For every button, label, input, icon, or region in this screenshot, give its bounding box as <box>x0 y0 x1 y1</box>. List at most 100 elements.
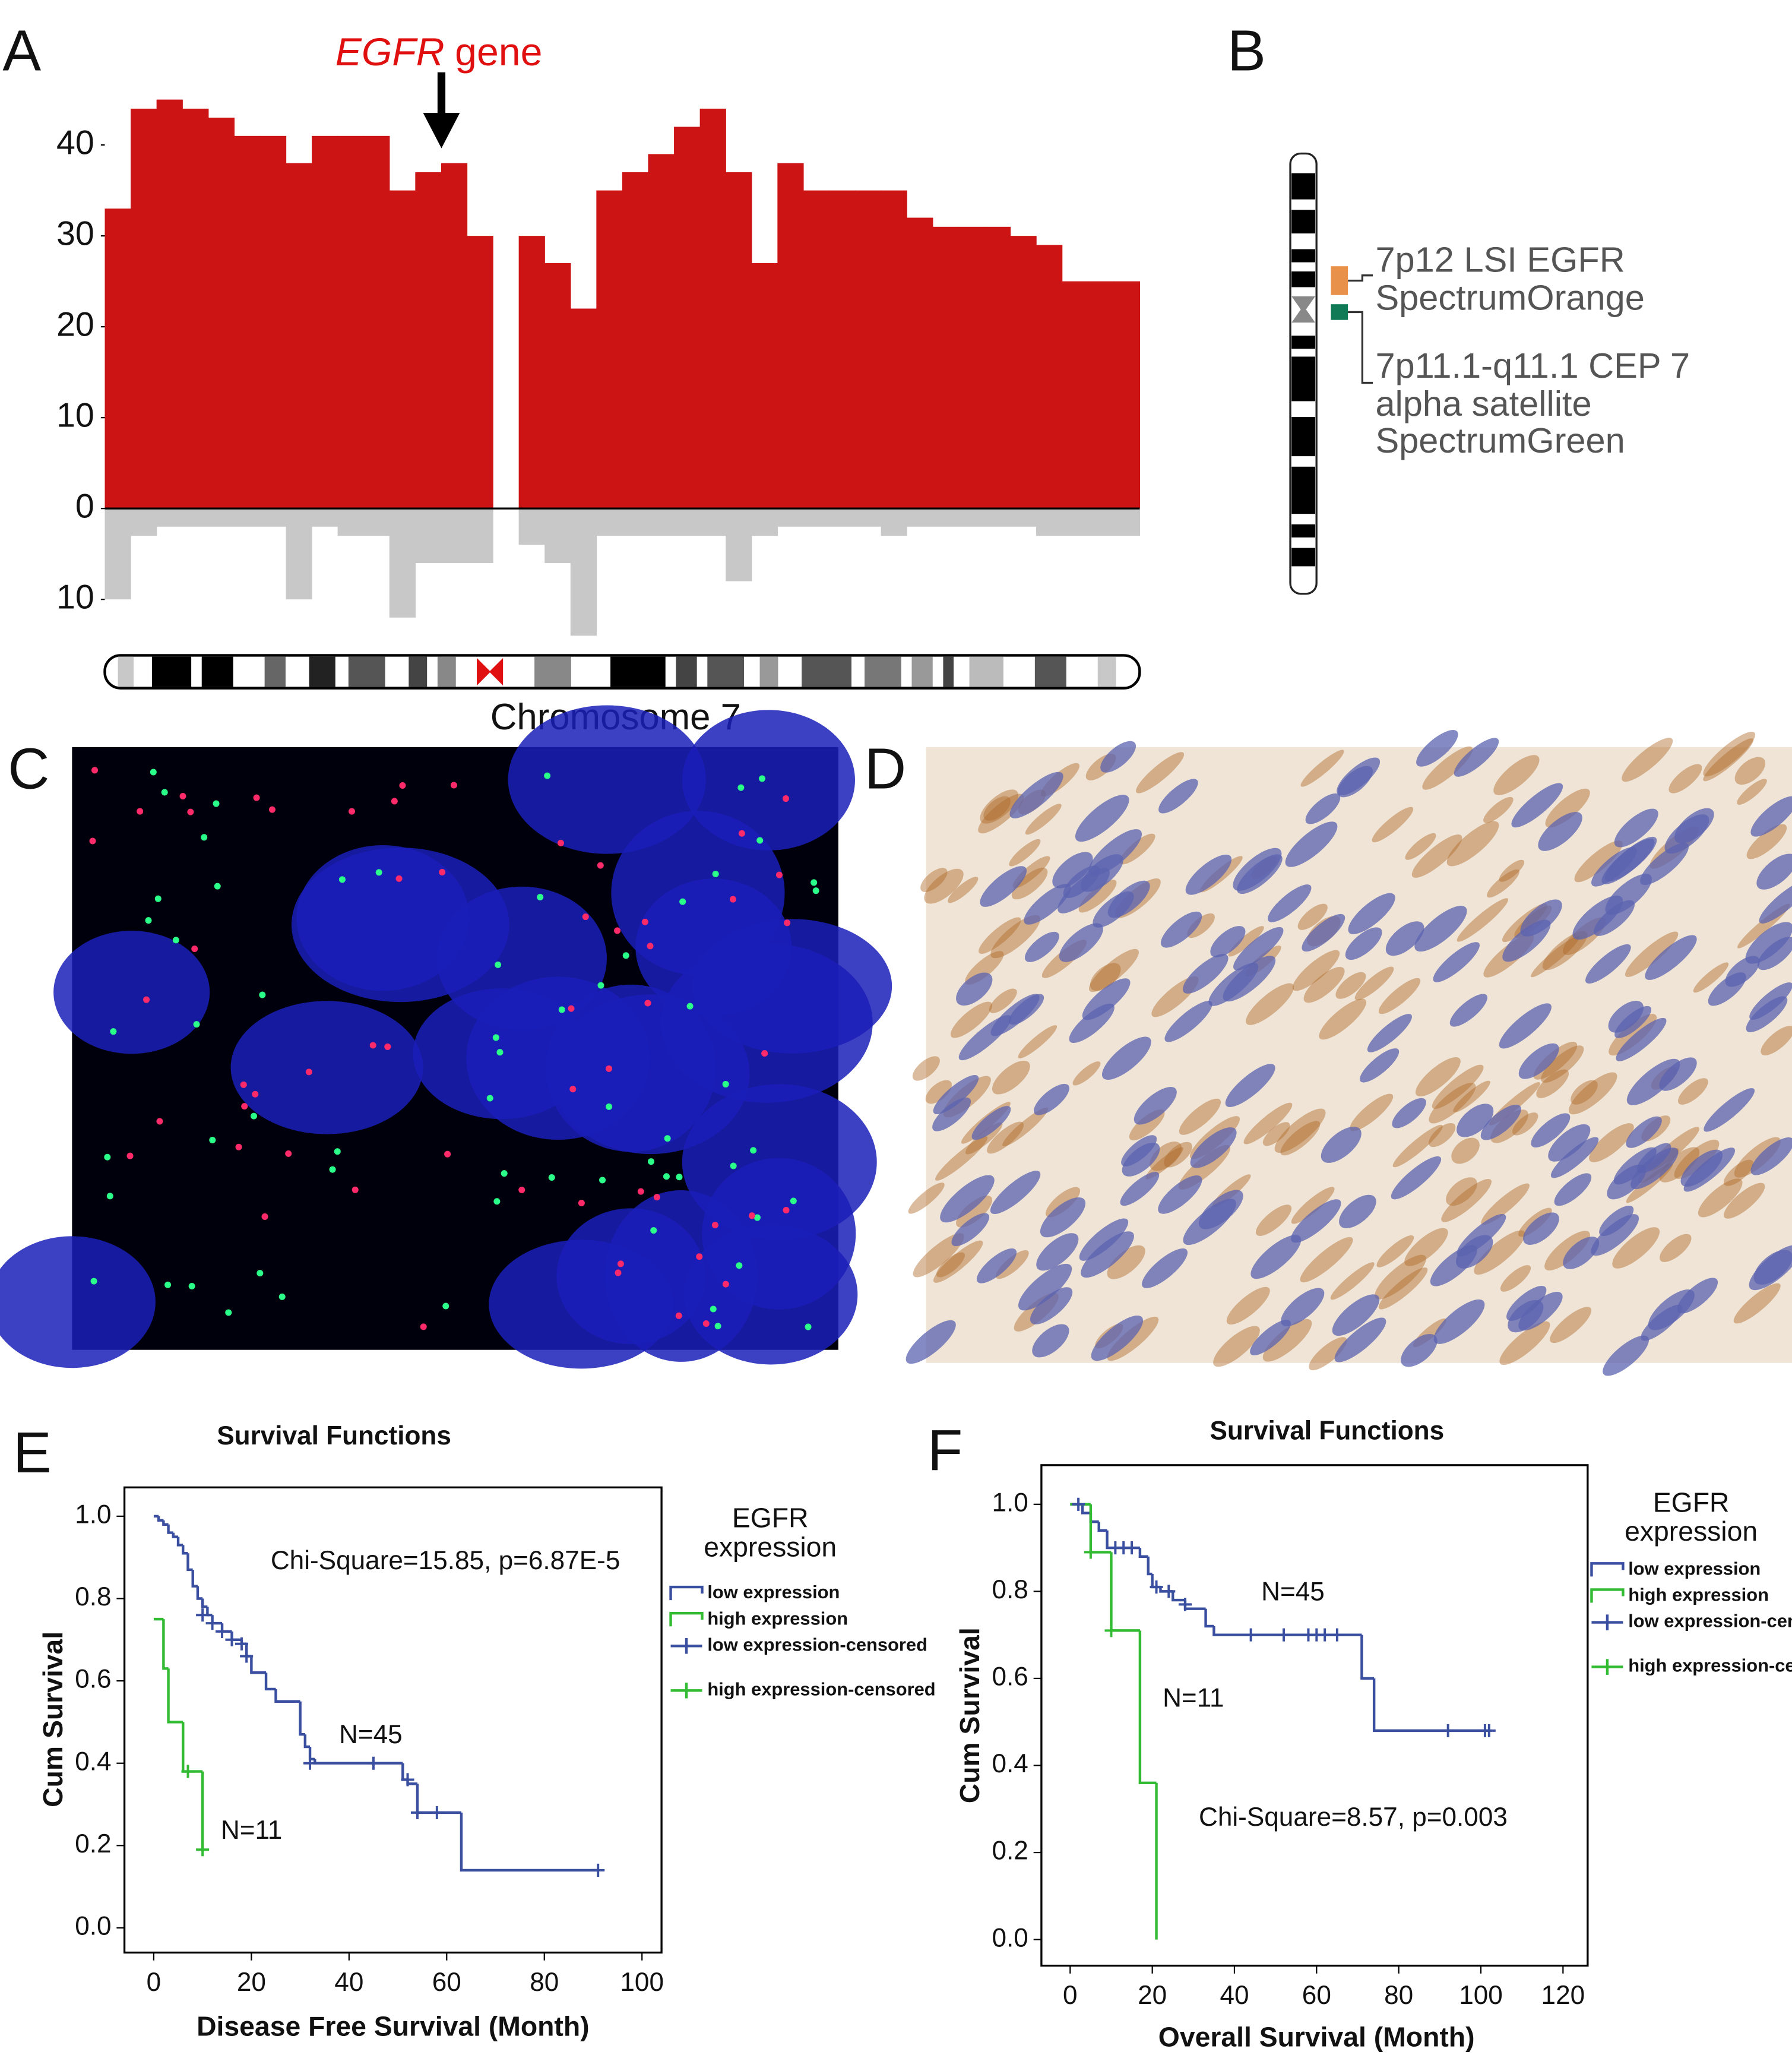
annotation: N=45 <box>1261 1577 1325 1607</box>
signal-dot <box>91 767 99 774</box>
legend-symbol <box>1590 1562 1625 1577</box>
stain <box>1009 839 1041 867</box>
censor-mark <box>1125 1541 1139 1555</box>
x-tick-label: 40 <box>334 1968 363 1997</box>
chromosome-band <box>1291 173 1315 200</box>
legend-title: expression <box>1625 1516 1758 1547</box>
survival-step <box>1081 1504 1091 1515</box>
cell-nucleus <box>1052 852 1093 889</box>
cell-nucleus <box>1531 1113 1571 1148</box>
censor-mark <box>196 1843 210 1857</box>
stain <box>1574 840 1623 883</box>
stain <box>1746 824 1787 859</box>
survival-step <box>250 1656 267 1674</box>
bar <box>389 190 416 509</box>
signal-dot <box>730 1162 737 1169</box>
stain <box>1698 1178 1743 1218</box>
survival-step <box>1172 1591 1185 1602</box>
survival-step <box>162 1520 169 1526</box>
ihc-micrograph <box>906 730 1792 1376</box>
bar <box>1113 281 1141 509</box>
bar <box>596 190 623 509</box>
signal-dot <box>395 875 403 882</box>
censor-mark <box>401 1773 414 1787</box>
legend-label: high expression-censored <box>1628 1655 1792 1676</box>
probe-diagram: 7p12 LSI EGFR SpectrumOrange 7p11.1-q11.… <box>1289 152 1690 595</box>
cell-nucleus <box>1210 926 1246 957</box>
cell-nucleus <box>976 1248 1017 1283</box>
cell-nucleus <box>1511 783 1563 828</box>
cell-nucleus <box>1518 1043 1559 1079</box>
cell-nucleus <box>1321 1126 1362 1163</box>
bar <box>441 508 468 563</box>
bar <box>1062 508 1088 536</box>
cell-nucleus <box>1079 1218 1129 1261</box>
survival-step <box>176 1536 183 1547</box>
cell-nucleus <box>1302 913 1345 952</box>
cell-nucleus <box>1332 1294 1380 1336</box>
signal-dot <box>644 1000 651 1007</box>
legend-symbol <box>1591 1614 1623 1630</box>
signal-dot <box>711 1222 718 1229</box>
cell-nucleus <box>1075 795 1129 842</box>
stain <box>1280 1121 1321 1156</box>
ideogram-band <box>1097 656 1116 687</box>
y-tick-label: 0.4 <box>75 1747 111 1776</box>
cell-nucleus <box>1664 814 1709 854</box>
x-tick-label: 60 <box>1302 1981 1331 2010</box>
stain <box>1545 788 1590 828</box>
nucleus <box>230 1001 423 1134</box>
signal-dot <box>663 1173 670 1180</box>
stain <box>1213 1326 1260 1367</box>
bar <box>467 236 493 509</box>
cell-nucleus <box>1585 944 1631 984</box>
annotation: N=11 <box>221 1816 282 1845</box>
signal-dot <box>783 1207 790 1214</box>
survival-step <box>303 1734 311 1749</box>
panel-label: D <box>865 736 906 801</box>
survival-step <box>274 1689 300 1703</box>
survival-step <box>186 1553 193 1572</box>
censor-mark <box>196 1608 210 1622</box>
stain <box>1378 1267 1428 1310</box>
signal-dot <box>637 1188 644 1195</box>
signal-dot <box>537 893 544 900</box>
stain <box>1274 1108 1326 1153</box>
cell-nucleus <box>1680 1149 1723 1187</box>
signal-dot <box>599 1177 606 1184</box>
stain <box>956 1196 993 1228</box>
stain <box>1090 963 1121 991</box>
cell-nucleus <box>1385 921 1424 956</box>
bar <box>932 226 960 509</box>
signal-dot <box>495 961 502 968</box>
signal-dot <box>305 1068 312 1076</box>
y-axis-label: Cum Survival <box>37 1632 68 1807</box>
legend-symbol <box>670 1683 702 1699</box>
nucleus <box>0 1236 156 1368</box>
ideogram-band <box>943 656 954 687</box>
y-tick-label: 10 <box>56 396 94 434</box>
signal-dot <box>696 1253 703 1260</box>
signal-dot <box>450 782 457 789</box>
legend-label: high expression-censored <box>707 1678 935 1699</box>
signal-dot <box>597 862 604 869</box>
nucleus <box>682 1084 877 1240</box>
cell-nucleus <box>1134 1087 1177 1125</box>
stain <box>1018 1025 1058 1059</box>
cell-nucleus <box>1142 1248 1188 1288</box>
bar <box>803 508 830 527</box>
bar <box>156 99 183 509</box>
legend-label: high expression <box>1628 1585 1769 1605</box>
stain <box>1025 804 1062 835</box>
probe-label: 7p12 LSI EGFR <box>1375 239 1625 279</box>
cell-nucleus <box>1548 1124 1591 1162</box>
signal-dot <box>399 782 406 789</box>
panel-label: C <box>8 736 49 801</box>
y-tick-label: 1.0 <box>992 1488 1028 1517</box>
probe-labels: 7p12 LSI EGFR SpectrumOrange 7p11.1-q11.… <box>1375 239 1690 460</box>
signal-dot <box>679 898 686 905</box>
bar <box>1036 245 1063 509</box>
legend-title: EGFR <box>1653 1487 1730 1517</box>
bar <box>570 308 597 509</box>
x-axis-label: Overall Survival (Month) <box>1158 2021 1475 2052</box>
